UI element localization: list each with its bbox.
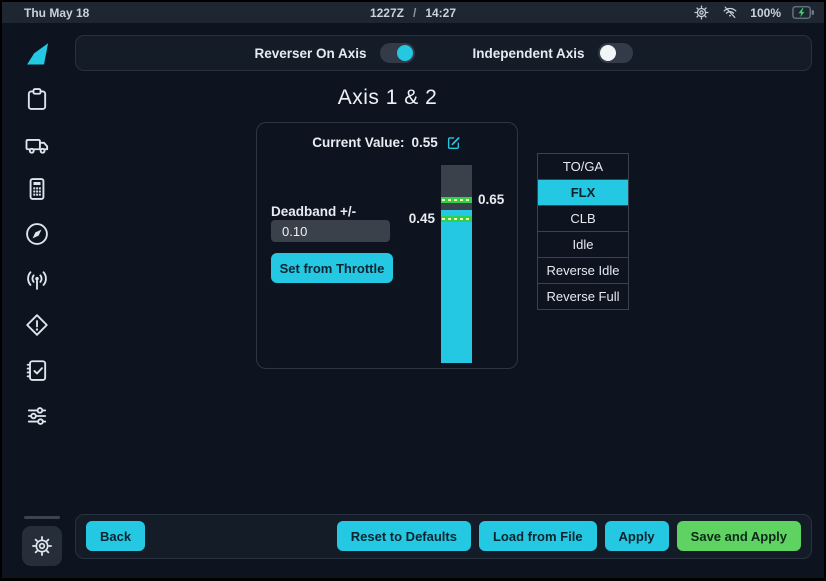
radio-antenna-icon[interactable] bbox=[23, 266, 51, 294]
deadband-input[interactable] bbox=[271, 220, 390, 242]
detent-item[interactable]: Reverse Full bbox=[546, 289, 620, 304]
time-separator: / bbox=[412, 5, 417, 20]
deadband-label: Deadband +/- bbox=[271, 204, 357, 219]
page-title: Axis 1 & 2 bbox=[337, 86, 438, 109]
checklist-icon[interactable] bbox=[23, 356, 51, 384]
gauge-upper-marker bbox=[441, 196, 472, 203]
reverser-toggle[interactable] bbox=[379, 43, 415, 63]
detent-item[interactable]: CLB bbox=[538, 206, 628, 232]
gauge-upper-label: 0.65 bbox=[478, 191, 505, 207]
clipboard-icon[interactable] bbox=[23, 85, 51, 113]
back-button[interactable]: Back bbox=[86, 521, 146, 551]
gauge-lower-marker bbox=[441, 216, 472, 223]
status-clock: 1227Z / 14:27 bbox=[370, 6, 456, 20]
battery-percent: 100% bbox=[750, 5, 781, 20]
status-date: Thu May 18 bbox=[24, 5, 90, 20]
current-value: 0.55 bbox=[411, 135, 438, 150]
set-from-throttle-button[interactable]: Set from Throttle bbox=[271, 253, 393, 283]
current-value-label: Current Value: bbox=[312, 135, 405, 150]
save-and-apply-button[interactable]: Save and Apply bbox=[676, 521, 801, 551]
axis-options-bar: Reverser On Axis Independent Axis bbox=[75, 35, 812, 71]
detent-item[interactable]: Reverse Idle bbox=[538, 258, 628, 284]
independent-toggle[interactable] bbox=[597, 43, 633, 63]
axis-calibration-panel: Current Value: 0.55 Deadband +/- Set fro… bbox=[256, 122, 518, 369]
detent-item[interactable]: TO/GA bbox=[538, 154, 628, 180]
reverser-on-axis-label: Reverser On Axis bbox=[254, 45, 367, 61]
reverser-toggle-knob bbox=[396, 45, 413, 61]
apply-button[interactable]: Apply bbox=[604, 521, 669, 551]
sidebar-divider bbox=[24, 516, 60, 519]
app-logo-winglet-icon bbox=[23, 40, 51, 68]
status-bar: Thu May 18 1227Z / 14:27 bbox=[2, 2, 824, 23]
compass-icon[interactable] bbox=[23, 220, 51, 248]
footer-action-bar: Back Reset to Defaults Load from File Ap… bbox=[75, 514, 812, 559]
detent-list: TO/GA FLX CLB Idle Reverse Idle Reverse … bbox=[537, 153, 629, 310]
caution-diamond-icon[interactable] bbox=[23, 311, 51, 339]
gauge-fill bbox=[441, 209, 472, 363]
statusbar-gear-icon[interactable] bbox=[693, 4, 710, 21]
calculator-icon[interactable] bbox=[23, 175, 51, 203]
independent-toggle-knob bbox=[599, 45, 616, 61]
detent-item[interactable]: Idle bbox=[538, 232, 628, 258]
calibration-sliders-icon[interactable] bbox=[23, 402, 51, 430]
battery-charging-icon bbox=[792, 5, 815, 20]
utc-time: 1227Z bbox=[369, 5, 404, 20]
ground-vehicle-icon[interactable] bbox=[23, 130, 51, 158]
load-from-file-button[interactable]: Load from File bbox=[478, 521, 597, 551]
wifi-off-icon bbox=[721, 4, 739, 21]
reset-to-defaults-button[interactable]: Reset to Defaults bbox=[336, 521, 471, 551]
axis-gauge-track bbox=[441, 165, 472, 363]
settings-gear-button[interactable] bbox=[22, 526, 62, 566]
detent-item[interactable]: FLX bbox=[538, 180, 628, 206]
independent-axis-label: Independent Axis bbox=[472, 45, 585, 61]
edit-value-icon[interactable] bbox=[445, 134, 462, 151]
gauge-lower-label: 0.45 bbox=[408, 211, 435, 227]
local-time: 14:27 bbox=[425, 5, 457, 20]
